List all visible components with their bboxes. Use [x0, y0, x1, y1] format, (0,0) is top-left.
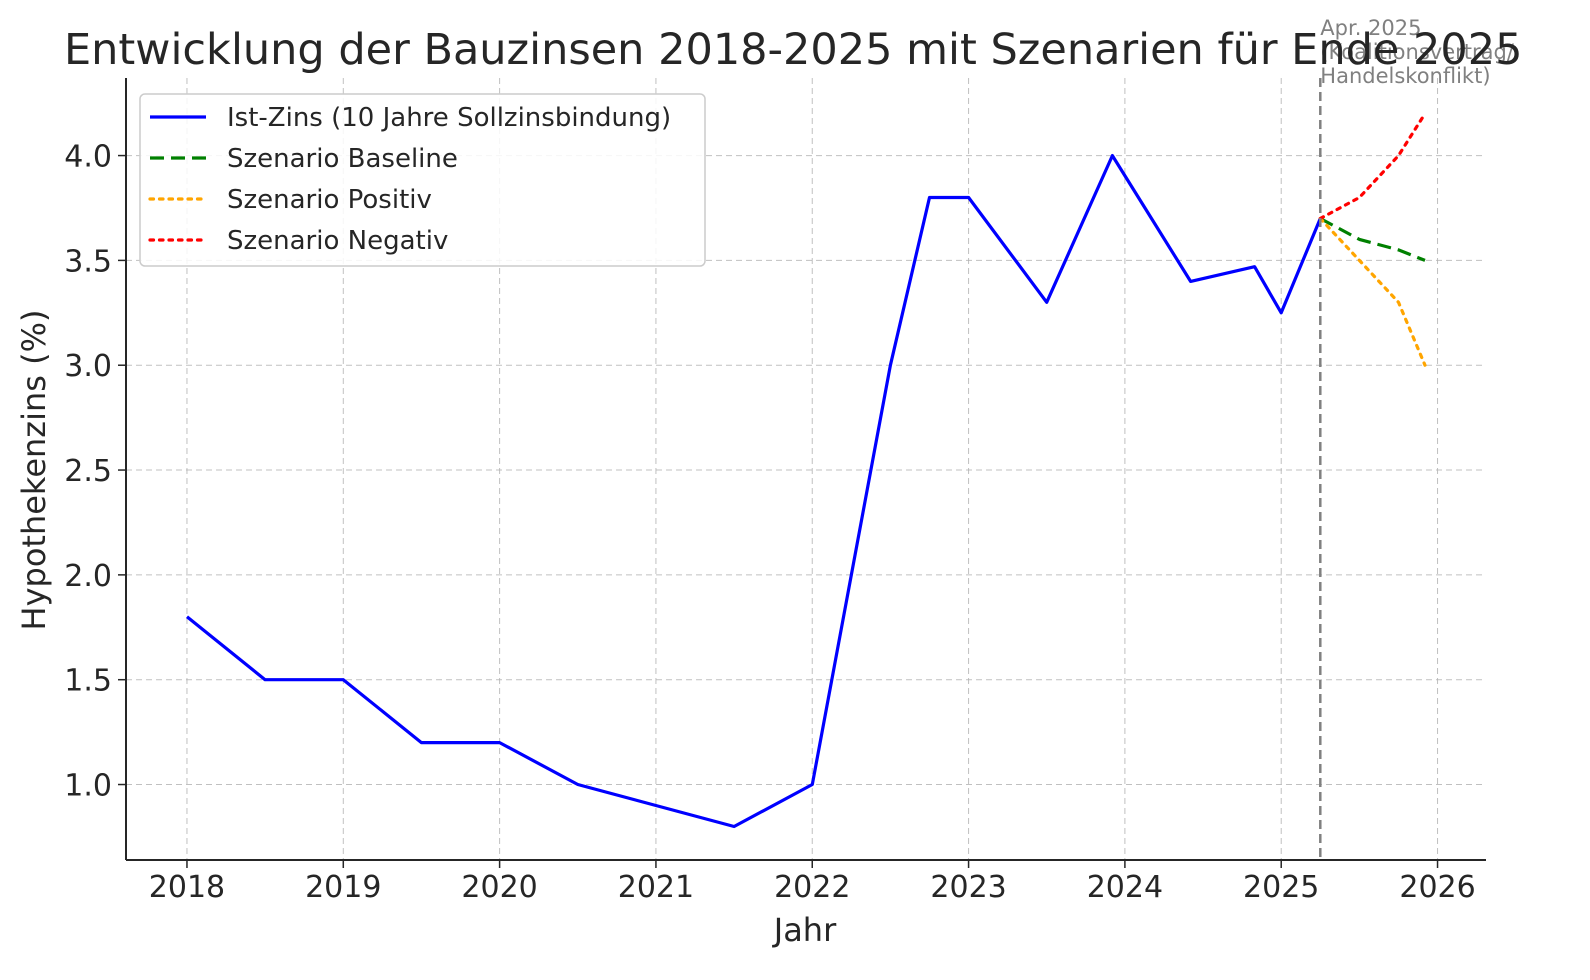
annotation-line-2: Handelskonflikt) [1320, 64, 1490, 88]
y-tick-label: 2.0 [64, 559, 112, 594]
x-tick-label: 2021 [618, 870, 694, 905]
y-tick-label: 3.5 [64, 244, 112, 279]
annotation-line-1: (Koalitionsvertrag/ [1320, 40, 1515, 64]
legend-label-1: Szenario Baseline [227, 144, 458, 174]
series-line-3 [1318, 111, 1427, 221]
y-tick-label: 2.5 [64, 454, 112, 489]
x-tick-label: 2019 [305, 870, 381, 905]
x-tick-label: 2018 [149, 870, 225, 905]
y-axis-label: Hypothekenzins (%) [15, 310, 53, 631]
legend: Ist-Zins (10 Jahre Sollzinsbindung) Szena… [139, 93, 706, 267]
y-tick-label: 4.0 [64, 140, 112, 175]
y-ticks: 1.0 1.5 2.0 2.5 3.0 3.5 4.0 [64, 140, 126, 804]
annotation: Apr. 2025 (Koalitionsvertrag/Handelskonfl… [1319, 16, 1515, 860]
legend-label-0: Ist-Zins (10 Jahre Sollzinsbindung) [227, 103, 671, 133]
y-tick-label: 1.5 [64, 664, 112, 699]
annotation-text: Apr. 2025 (Koalitionsvertrag/Handelskonfl… [1320, 16, 1515, 88]
legend-box [139, 93, 706, 267]
x-tick-label: 2023 [930, 870, 1006, 905]
x-tick-label: 2022 [774, 870, 850, 905]
legend-label-3: Szenario Negativ [227, 226, 448, 256]
series-line-0 [185, 154, 1322, 829]
annotation-line-0: Apr. 2025 [1320, 16, 1421, 40]
x-tick-label: 2026 [1399, 870, 1475, 905]
y-tick-label: 1.0 [64, 769, 112, 804]
x-tick-label: 2020 [461, 870, 537, 905]
chart-title: Entwicklung der Bauzinsen 2018-2025 mit … [64, 25, 1522, 75]
grid [126, 78, 1486, 860]
x-tick-label: 2025 [1243, 870, 1319, 905]
x-ticks: 2018 2019 2020 2021 2022 2023 2024 2025 2026 [149, 860, 1476, 905]
series-line-1 [1319, 217, 1426, 262]
axes [125, 78, 1486, 861]
legend-label-2: Szenario Positiv [227, 185, 432, 215]
series-line-2 [1318, 216, 1427, 367]
x-tick-label: 2024 [1087, 870, 1163, 905]
y-tick-label: 3.0 [64, 349, 112, 384]
x-axis-label: Jahr [772, 911, 837, 949]
series [185, 111, 1427, 829]
